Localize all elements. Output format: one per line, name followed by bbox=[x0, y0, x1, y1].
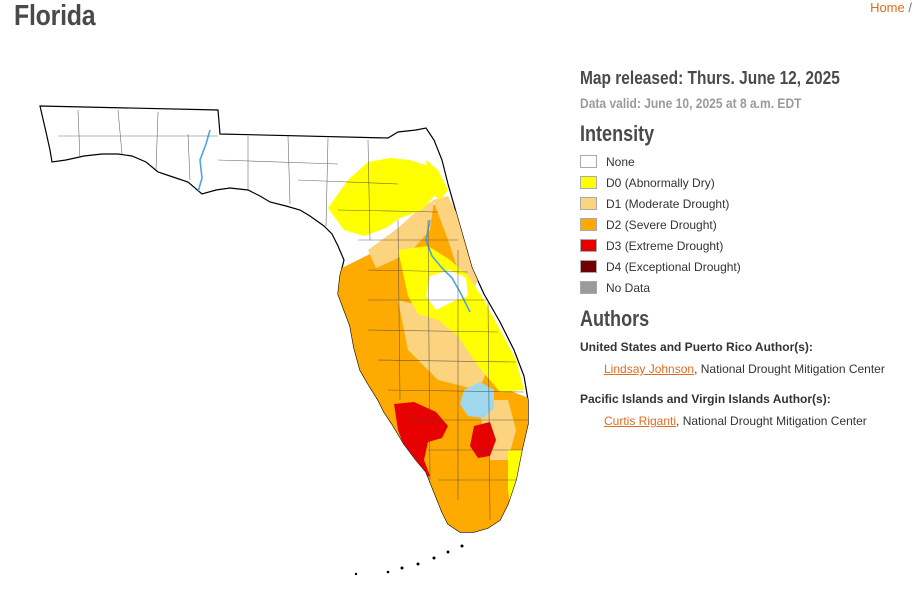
author-link-lindsay-johnson[interactable]: Lindsay Johnson bbox=[604, 362, 695, 376]
county-lines bbox=[58, 109, 528, 521]
legend-item-d1: D1 (Moderate Drought) bbox=[580, 193, 910, 214]
legend-code: D1 bbox=[606, 196, 622, 211]
d3-region-southwest bbox=[394, 402, 448, 480]
florida-keys bbox=[354, 544, 464, 576]
legend-swatch bbox=[580, 260, 597, 273]
d0-region-north bbox=[328, 158, 434, 236]
legend-label: (Moderate Drought) bbox=[624, 196, 730, 211]
breadcrumb-separator: / bbox=[908, 0, 912, 15]
author-org: , National Drought Mitigation Center bbox=[694, 362, 885, 376]
intensity-heading: Intensity bbox=[580, 121, 655, 146]
legend-swatch bbox=[580, 218, 597, 231]
d1-region-central bbox=[398, 300, 488, 390]
legend-item-d4: D4 (Exceptional Drought) bbox=[580, 256, 910, 277]
breadcrumb: Home / bbox=[870, 0, 912, 15]
legend-code: D3 bbox=[606, 238, 622, 253]
legend-code: D0 bbox=[606, 175, 622, 190]
legend-item-no-data: No Data bbox=[580, 277, 910, 298]
legend-item-d2: D2 (Severe Drought) bbox=[580, 214, 910, 235]
d0-region-southeast bbox=[508, 450, 524, 520]
page-title: Florida bbox=[14, 0, 96, 32]
legend-swatch bbox=[580, 176, 597, 189]
legend-item-d0: D0 (Abnormally Dry) bbox=[580, 172, 910, 193]
legend-item-d3: D3 (Extreme Drought) bbox=[580, 235, 910, 256]
legend-label: (Extreme Drought) bbox=[624, 238, 724, 253]
map-released-date: Map released: Thurs. June 12, 2025 bbox=[580, 68, 840, 88]
legend-label: None bbox=[606, 154, 635, 169]
author-line: Lindsay Johnson, National Drought Mitiga… bbox=[580, 362, 910, 376]
legend-code: D4 bbox=[606, 259, 622, 274]
authors-heading: Authors bbox=[580, 306, 650, 331]
legend-item-none: None bbox=[580, 151, 910, 172]
data-valid-date: Data valid: June 10, 2025 at 8 a.m. EDT bbox=[580, 95, 802, 111]
legend-label: (Exceptional Drought) bbox=[624, 259, 741, 274]
author-org: , National Drought Mitigation Center bbox=[676, 414, 867, 428]
apalachicola-river bbox=[197, 129, 211, 193]
legend-swatch bbox=[580, 197, 597, 210]
legend-code: D2 bbox=[606, 217, 622, 232]
intensity-legend: None D0 (Abnormally Dry) D1 (Moderate Dr… bbox=[580, 151, 910, 298]
author-line: Curtis Riganti, National Drought Mitigat… bbox=[580, 414, 910, 428]
d1-region-north bbox=[368, 200, 434, 268]
legend-label: (Abnormally Dry) bbox=[624, 175, 715, 190]
d1-region-east bbox=[433, 196, 478, 300]
legend-swatch bbox=[580, 239, 597, 252]
info-panel: Map released: Thurs. June 12, 2025 Data … bbox=[580, 68, 910, 428]
legend-swatch bbox=[580, 155, 597, 168]
author-group-heading: Pacific Islands and Virgin Islands Autho… bbox=[580, 392, 831, 406]
author-group-heading: United States and Puerto Rico Author(s): bbox=[580, 340, 813, 354]
legend-label: No Data bbox=[606, 280, 651, 295]
drought-map bbox=[38, 100, 538, 582]
legend-swatch bbox=[580, 281, 597, 294]
florida-map-svg bbox=[39, 105, 529, 576]
legend-label: (Severe Drought) bbox=[624, 217, 717, 232]
d0-region-northeast bbox=[426, 160, 448, 200]
breadcrumb-home-link[interactable]: Home bbox=[870, 0, 905, 15]
author-link-curtis-riganti[interactable]: Curtis Riganti bbox=[604, 414, 677, 428]
